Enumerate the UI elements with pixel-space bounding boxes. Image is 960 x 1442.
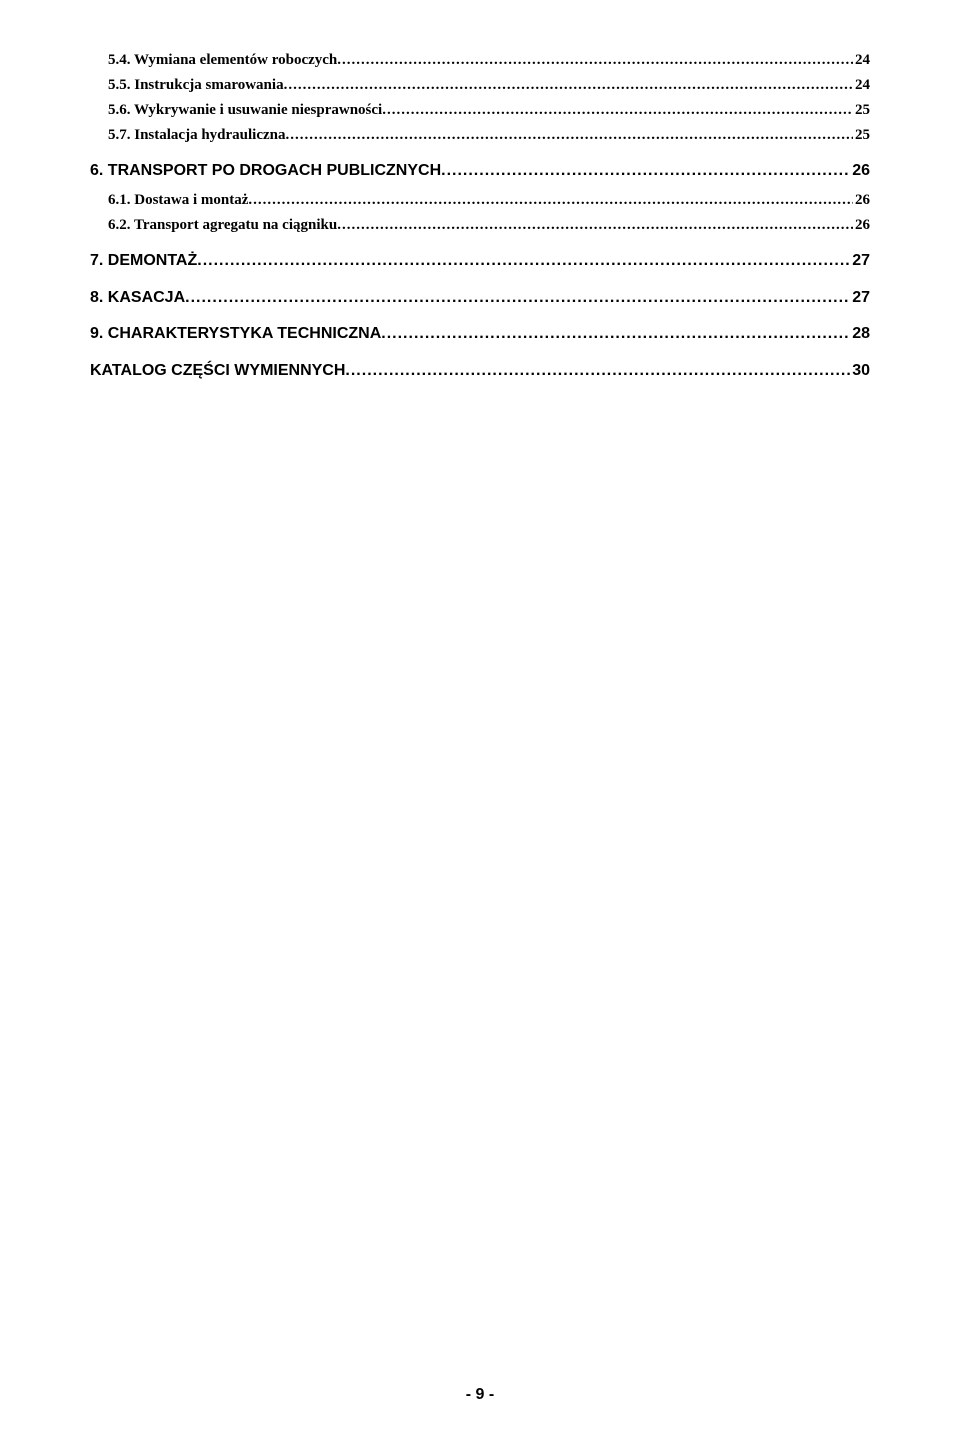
toc-entry: 8. KASACJA..............................… [90, 287, 870, 309]
toc-entry-label: 6. TRANSPORT PO DROGACH PUBLICZNYCH [90, 160, 441, 182]
toc-entry: 5.4. Wymiana elementów roboczych........… [90, 50, 870, 71]
toc-entry-page: 30 [850, 360, 870, 382]
toc-entry-page: 27 [850, 250, 870, 272]
page-number-footer: - 9 - [0, 1386, 960, 1404]
toc-entry-leader: ........................................… [248, 190, 853, 211]
toc-entry: 6. TRANSPORT PO DROGACH PUBLICZNYCH.....… [90, 160, 870, 182]
toc-entry: 6.1. Dostawa i montaż...................… [90, 190, 870, 211]
toc-entry-page: 26 [850, 160, 870, 182]
toc-entry-page: 24 [853, 50, 870, 71]
toc-entry: 7. DEMONTAŻ.............................… [90, 250, 870, 272]
toc-entry-label: 8. KASACJA [90, 287, 185, 309]
toc-entry-leader: ........................................… [286, 125, 853, 146]
toc-entry: 5.7. Instalacja hydrauliczna............… [90, 125, 870, 146]
table-of-contents: 5.4. Wymiana elementów roboczych........… [90, 50, 870, 382]
toc-entry-leader: ........................................… [337, 50, 853, 71]
toc-entry-label: 6.1. Dostawa i montaż [108, 190, 248, 211]
toc-entry-leader: ........................................… [284, 75, 853, 96]
toc-entry: 5.6. Wykrywanie i usuwanie niesprawności… [90, 100, 870, 121]
toc-entry-leader: ........................................… [185, 287, 850, 309]
toc-entry: 9. CHARAKTERYSTYKA TECHNICZNA...........… [90, 323, 870, 345]
toc-entry: 6.2. Transport agregatu na ciągniku.....… [90, 215, 870, 236]
toc-entry-label: 5.6. Wykrywanie i usuwanie niesprawności [108, 100, 382, 121]
toc-entry-leader: ........................................… [197, 250, 850, 272]
toc-entry-page: 27 [850, 287, 870, 309]
toc-entry-leader: ........................................… [345, 360, 850, 382]
toc-entry-label: 5.7. Instalacja hydrauliczna [108, 125, 286, 146]
toc-entry-label: 5.4. Wymiana elementów roboczych [108, 50, 337, 71]
toc-entry-label: 9. CHARAKTERYSTYKA TECHNICZNA [90, 323, 381, 345]
toc-entry-page: 24 [853, 75, 870, 96]
toc-entry-leader: ........................................… [381, 323, 850, 345]
toc-entry-page: 26 [853, 190, 870, 211]
toc-entry-page: 26 [853, 215, 870, 236]
toc-entry-page: 28 [850, 323, 870, 345]
toc-entry: KATALOG CZĘŚCI WYMIENNYCH...............… [90, 360, 870, 382]
toc-entry-leader: ........................................… [337, 215, 853, 236]
toc-entry-label: KATALOG CZĘŚCI WYMIENNYCH [90, 360, 345, 382]
toc-entry-page: 25 [853, 100, 870, 121]
toc-entry: 5.5. Instrukcja smarowania..............… [90, 75, 870, 96]
toc-entry-page: 25 [853, 125, 870, 146]
toc-entry-leader: ........................................… [441, 160, 850, 182]
toc-entry-label: 7. DEMONTAŻ [90, 250, 197, 272]
toc-entry-leader: ........................................… [382, 100, 853, 121]
toc-entry-label: 5.5. Instrukcja smarowania [108, 75, 284, 96]
toc-entry-label: 6.2. Transport agregatu na ciągniku [108, 215, 337, 236]
